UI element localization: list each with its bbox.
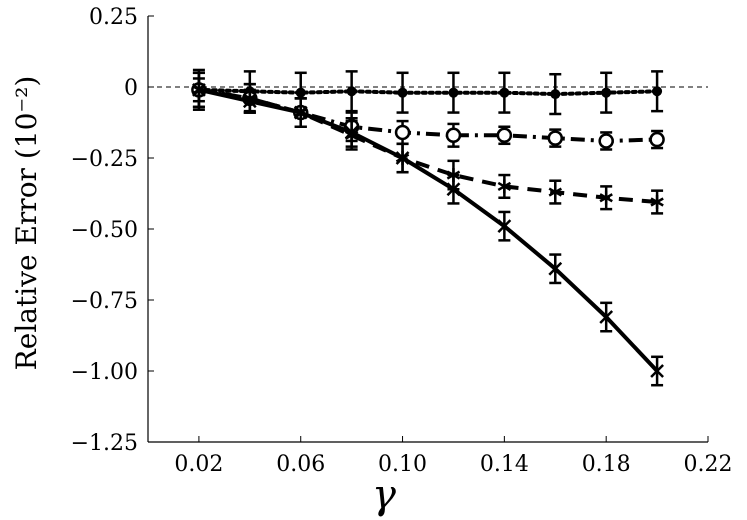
data-point <box>598 133 614 149</box>
y-tick-label: −1.25 <box>71 431 138 456</box>
data-point <box>548 185 562 200</box>
data-point <box>550 89 561 100</box>
data-point <box>395 151 410 165</box>
x-tick-label: 0.10 <box>378 452 427 477</box>
asterisk-stroke <box>497 181 512 191</box>
data-point <box>448 87 459 98</box>
data-point <box>548 261 563 276</box>
data-point <box>446 182 461 197</box>
asterisk-stroke <box>548 187 562 197</box>
data-point <box>652 86 663 97</box>
x-tick-label: 0.06 <box>276 452 325 477</box>
x-tick-label: 0.14 <box>480 452 529 477</box>
series-dotted <box>192 68 664 116</box>
series-solid <box>192 77 664 387</box>
data-point <box>295 87 306 98</box>
series-line <box>196 87 660 97</box>
data-point <box>346 86 357 97</box>
data-point <box>496 127 513 144</box>
x-axis-title: γ <box>372 472 396 518</box>
asterisk-stroke <box>650 197 664 207</box>
x-stroke <box>293 105 308 120</box>
x-stroke <box>344 125 359 140</box>
y-tick-label: 0 <box>124 76 138 101</box>
x-stroke <box>242 94 257 109</box>
data-point <box>649 131 665 148</box>
x-tick-label: 0.22 <box>684 452 733 477</box>
series-dash-dot <box>191 71 665 151</box>
y-axis-title: Relative Error (10⁻²) <box>10 76 43 371</box>
y-tick-label: −0.75 <box>71 289 138 314</box>
data-point <box>293 105 308 120</box>
x-stroke <box>650 364 664 378</box>
x-tick-label: 0.18 <box>582 452 631 477</box>
data-point <box>497 179 512 194</box>
data-point <box>192 82 206 97</box>
x-stroke <box>192 82 206 97</box>
x-stroke <box>446 182 461 197</box>
data-point <box>242 94 257 109</box>
y-tick-label: −1.00 <box>71 360 138 385</box>
data-point <box>650 364 664 378</box>
y-tick-label: −0.25 <box>71 147 138 172</box>
data-point <box>601 87 612 98</box>
x-tick-label: 0.02 <box>174 452 223 477</box>
data-point <box>599 310 614 324</box>
data-point <box>547 130 564 146</box>
data-point <box>445 127 462 144</box>
data-point <box>650 195 664 210</box>
data-point <box>599 190 613 205</box>
series-line <box>198 87 659 373</box>
asterisk-stroke <box>599 193 613 203</box>
series-line <box>198 87 658 143</box>
data-point <box>394 124 411 141</box>
data-point <box>497 219 512 234</box>
tick-labels: 0.25 0 −0.25 −0.50 −0.75 −1.00 −1.25 0.02 0.06 0.… <box>71 5 733 477</box>
x-stroke <box>548 261 563 276</box>
y-tick-label: 0.25 <box>89 5 138 30</box>
x-stroke <box>395 151 410 165</box>
data-point <box>499 87 510 98</box>
data-point <box>397 87 408 98</box>
x-stroke <box>497 219 512 234</box>
data-series <box>191 68 665 387</box>
y-tick-label: −0.50 <box>71 218 138 243</box>
data-point <box>344 125 359 140</box>
x-stroke <box>599 310 614 324</box>
tick-marks <box>148 15 709 443</box>
axes <box>147 16 708 443</box>
